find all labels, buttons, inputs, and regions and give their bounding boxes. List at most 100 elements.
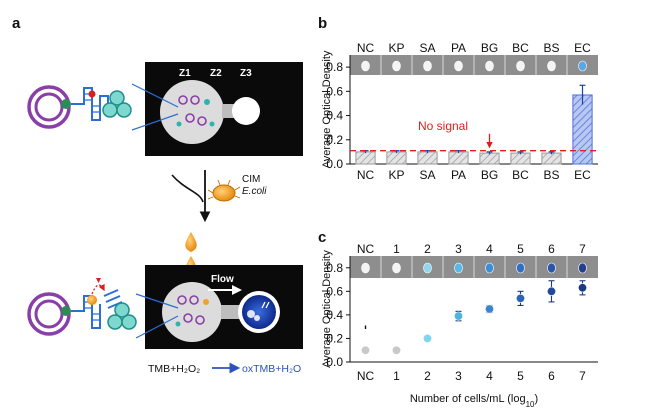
well-droplet [454, 60, 463, 72]
release-arrow [91, 283, 105, 295]
well-label: NC [357, 242, 375, 256]
reaction-reactants: TMB+H₂O₂ [148, 363, 200, 375]
y-tick-label: 0.2 [326, 133, 343, 147]
x-tick-label: 5 [517, 369, 524, 383]
well-droplet [454, 262, 463, 274]
well-label: PA [451, 41, 466, 55]
no-signal-label: No signal [418, 119, 468, 133]
merge-curve [171, 174, 204, 203]
x-tick-label: KP [388, 168, 404, 182]
well-droplet [485, 262, 494, 274]
well-droplet [361, 60, 370, 72]
x-tick-label: 6 [548, 369, 555, 383]
zone-label-z2: Z2 [210, 68, 222, 79]
zoom-line-bottom-2 [135, 315, 179, 339]
y-tick-label: 0.4 [326, 109, 343, 123]
well-label: BG [481, 41, 498, 55]
chip-bottom-particles [175, 295, 209, 327]
bar [572, 94, 593, 165]
well-droplet [578, 262, 587, 274]
green-bead-2 [61, 306, 71, 316]
bar [417, 151, 438, 165]
red-triangle [96, 278, 101, 283]
x-tick-label: 1 [393, 369, 400, 383]
data-point [577, 283, 587, 293]
y-tick-label: 0.0 [326, 157, 343, 171]
dna-strand [71, 87, 109, 121]
y-tick-label: 0.2 [326, 331, 343, 345]
x-tick-label: BG [481, 168, 498, 182]
well-droplet [547, 60, 556, 72]
well-droplet [392, 262, 401, 274]
well-label: 2 [424, 242, 431, 256]
well-droplet [485, 60, 494, 72]
rca-ring-inner [34, 92, 64, 122]
x-tick-label: 4 [486, 369, 493, 383]
chamber-bottom-z1 [162, 282, 222, 342]
bar [386, 151, 407, 165]
well-droplet [516, 60, 525, 72]
y-tick-label: 0.4 [326, 308, 343, 322]
zoom-line-bottom-1 [135, 293, 179, 309]
bar [448, 151, 469, 165]
well-droplet [547, 262, 556, 274]
well-droplet [516, 262, 525, 274]
zone-label-z3: Z3 [240, 68, 252, 79]
y-tick-label: 0.6 [326, 284, 343, 298]
chip-bottom: Flow [135, 265, 303, 349]
bar [355, 151, 376, 165]
enzyme-cluster-bottom [107, 302, 137, 330]
y-tick-label: 0.8 [326, 261, 343, 275]
green-bead [61, 99, 71, 109]
well-label: 7 [579, 242, 586, 256]
chamber-bottom-z3-signal [242, 295, 276, 329]
chip-top: Z1 Z2 Z3 [131, 62, 303, 156]
x-tick-label: 2 [424, 369, 431, 383]
probe-construct-bottom [27, 278, 137, 336]
y-axis-title: Average Optical Density [321, 250, 333, 368]
dna-rungs [84, 93, 100, 113]
cim-label: CIM [242, 174, 260, 185]
x-axis-title: Number of cells/mL (log10) [410, 393, 538, 409]
well-droplet [392, 60, 401, 72]
y-tick-label: 0.0 [326, 355, 343, 369]
bar [479, 152, 500, 165]
panel-b-label: b [318, 15, 327, 32]
chamber-z1 [160, 80, 224, 144]
well-label: 4 [486, 242, 493, 256]
ecoli-icon [207, 179, 241, 202]
bound-bacterium [87, 295, 97, 305]
well-label: 5 [517, 242, 524, 256]
well-label: KP [388, 41, 404, 55]
chip-top-particles [176, 95, 215, 127]
reaction-products: oxTMB+H₂O [242, 363, 301, 375]
enzyme-cluster-top [102, 90, 132, 118]
chamber-z3 [232, 97, 260, 125]
bar [541, 152, 562, 165]
y-tick-label: 0.8 [326, 60, 343, 74]
data-point [453, 311, 463, 321]
well-label: BC [512, 41, 529, 55]
data-point [391, 345, 401, 355]
x-tick-label: SA [419, 168, 435, 182]
x-tick-label: NC [357, 369, 375, 383]
x-tick-label: 7 [579, 369, 586, 383]
probe-construct-top [27, 85, 132, 129]
rca-ring-inner-2 [34, 299, 64, 329]
zoom-line-top-1 [131, 83, 179, 108]
red-dot [88, 90, 96, 98]
well-label: EC [574, 41, 591, 55]
data-point [546, 286, 556, 296]
droplet-1 [185, 232, 197, 252]
well-droplet [423, 60, 432, 72]
zone-label-z1: Z1 [179, 68, 191, 79]
ecoli-label: E.coli [242, 186, 267, 197]
y-axis-title: Average Optical Density [321, 50, 333, 168]
bar [510, 152, 531, 165]
data-point [484, 304, 494, 314]
x-tick-label: 3 [455, 369, 462, 383]
well-label: NC [357, 41, 375, 55]
panel-a-label: a [12, 15, 21, 32]
well-label: 6 [548, 242, 555, 256]
